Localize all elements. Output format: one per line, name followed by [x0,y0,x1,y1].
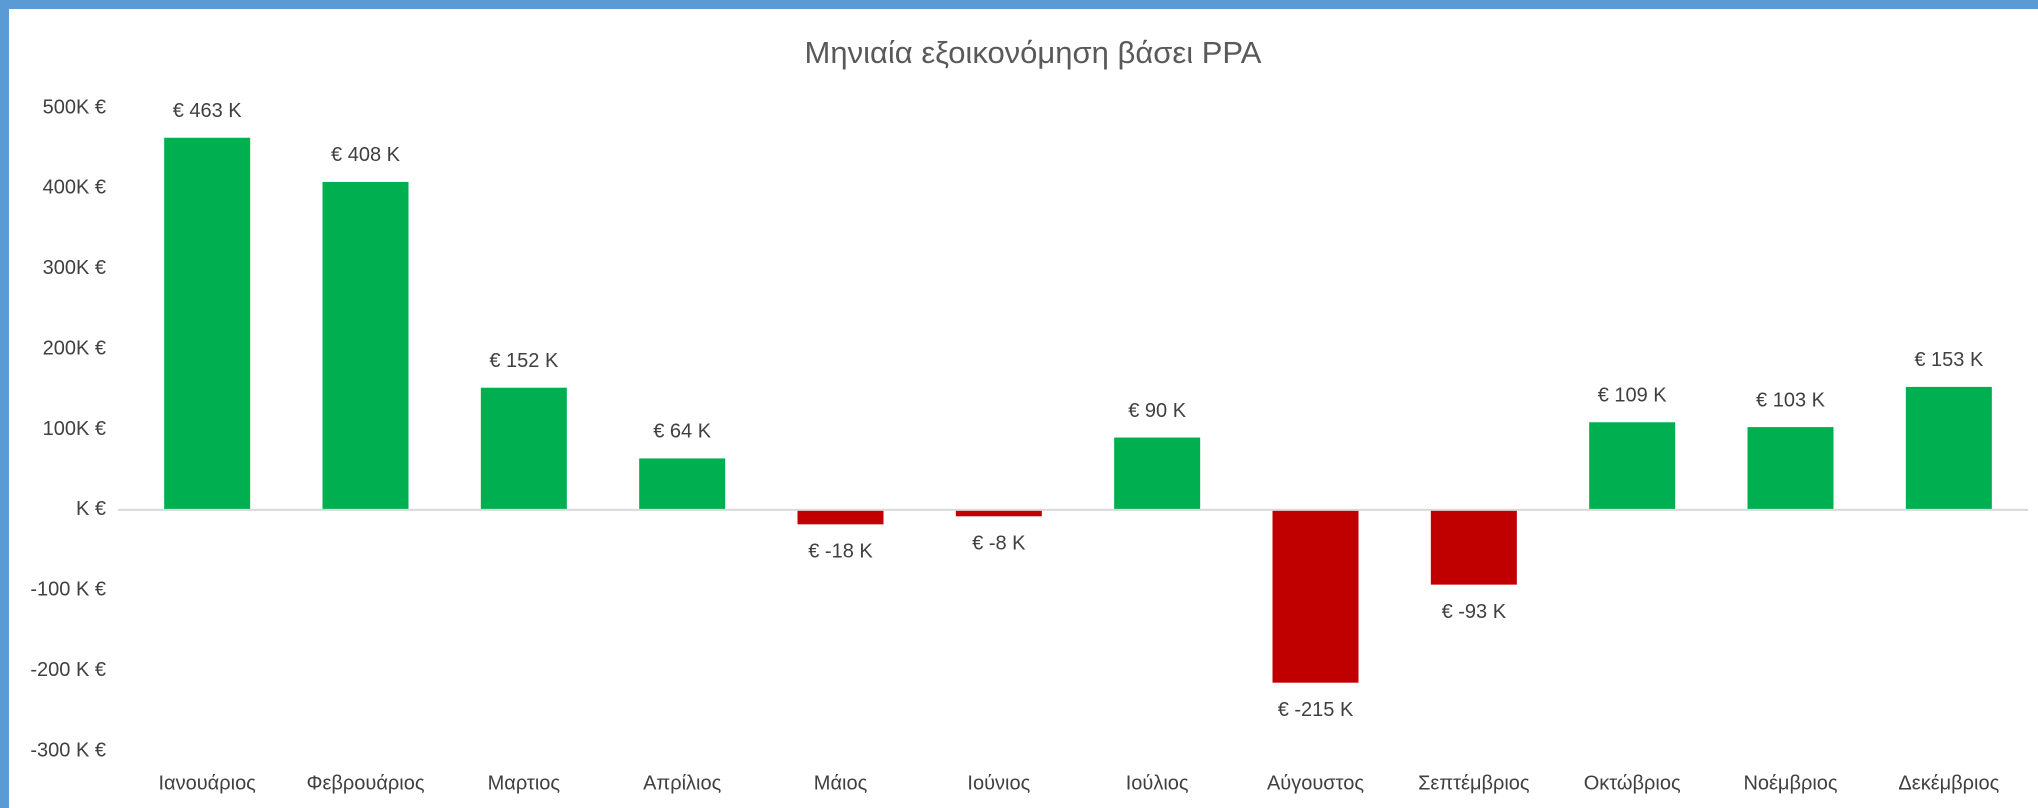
x-tick-label: Ιανουάριος [159,772,257,794]
bar [1430,509,1517,585]
data-label: € 408 K [331,144,401,166]
data-label: € -8 K [972,533,1026,555]
data-label: € 90 K [1128,400,1186,422]
x-tick-label: Φεβρουάριος [307,772,425,794]
bar [639,458,726,510]
bar [1905,386,1992,510]
data-label: € 109 K [1598,385,1668,407]
x-tick-label: Σεπτέμβριος [1418,772,1530,794]
data-label: € -18 K [808,541,873,563]
bar [322,181,409,510]
data-label: € 463 K [173,100,243,122]
x-tick-label: Νοέμβριος [1743,772,1837,794]
bar [1747,427,1834,510]
y-tick-label: 500K € [43,96,106,118]
bar [797,509,884,525]
y-tick-label: -200 K € [30,659,106,681]
bar [164,137,251,510]
x-tick-label: Ιούλιος [1126,772,1189,794]
x-tick-label: Οκτώβριος [1584,772,1681,794]
y-tick-label: 100K € [43,418,106,440]
x-tick-label: Δεκέμβριος [1898,772,1999,794]
bar [480,387,567,510]
y-tick-label: -300 K € [30,739,106,761]
x-tick-label: Αύγουστος [1267,772,1364,794]
y-tick-label: 200K € [43,337,106,359]
x-tick-label: Μάιος [814,772,868,794]
bar [1272,509,1359,683]
data-label: € 64 K [653,421,711,443]
data-label: € 152 K [489,350,559,372]
x-tick-label: Ιούνιος [967,772,1030,794]
y-tick-label: 300K € [43,257,106,279]
x-tick-label: Μαρτιος [488,772,561,794]
chart-title: Μηνιαία εξοικονόμηση βάσει PPA [805,35,1262,70]
y-tick-label: K € [76,498,106,520]
bar [1114,437,1201,510]
data-label: € -215 K [1278,699,1354,721]
bar [955,509,1042,517]
data-label: € 103 K [1756,389,1826,411]
data-label: € 153 K [1914,349,1984,371]
chart-area [9,9,2038,808]
bar [1589,422,1676,510]
data-label: € -93 K [1442,601,1507,623]
y-tick-label: -100 K € [30,579,106,601]
y-tick-label: 400K € [43,177,106,199]
x-tick-label: Απρίλιος [643,772,722,794]
